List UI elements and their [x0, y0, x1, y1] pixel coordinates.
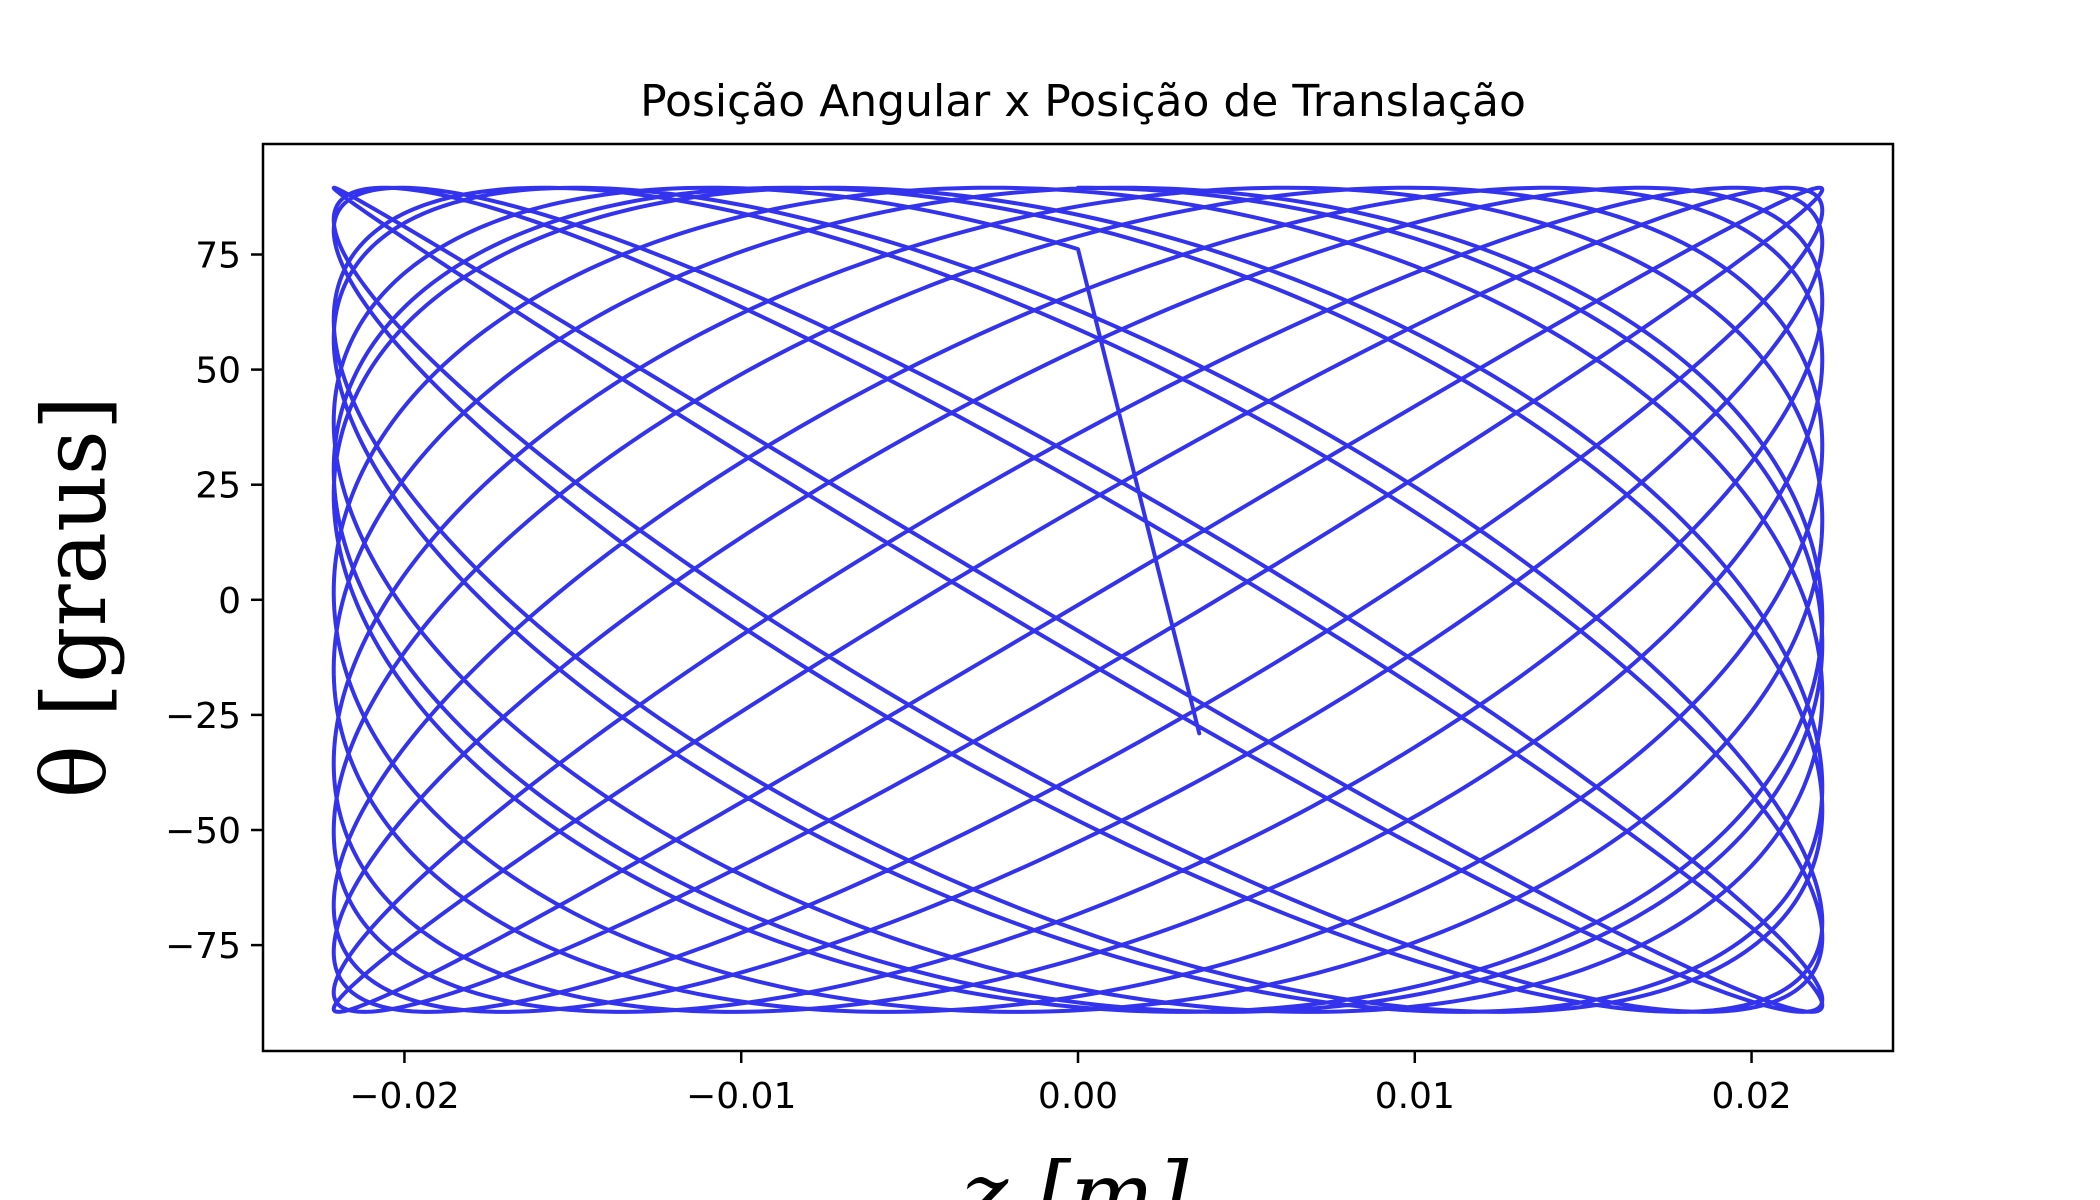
- x-tick-label: 0.02: [1711, 1076, 1791, 1117]
- y-axis-label: θ [graus]: [23, 396, 126, 798]
- x-tick-label: 0.01: [1375, 1076, 1455, 1117]
- y-tick-label: −50: [165, 811, 241, 852]
- y-tick-label: 75: [195, 235, 241, 276]
- y-tick-label: −25: [165, 696, 241, 737]
- series-line: [331, 185, 1825, 1014]
- chart-title: Posição Angular x Posição de Translação: [640, 76, 1526, 127]
- x-tick-label: −0.01: [686, 1076, 796, 1117]
- x-axis-ticks: −0.02 −0.01 0.00 0.01 0.02: [349, 1051, 1792, 1117]
- plot-area: [261, 142, 1895, 1053]
- y-axis-ticks: −75 −50 −25 0 25 50 75: [165, 235, 263, 967]
- y-tick-label: 50: [195, 351, 241, 392]
- y-tick-label: 0: [218, 581, 241, 622]
- x-axis-label: z [m]: [961, 1143, 1189, 1200]
- y-tick-label: 25: [195, 466, 241, 507]
- x-tick-label: −0.02: [349, 1076, 459, 1117]
- y-tick-label: −75: [165, 926, 241, 967]
- x-tick-label: 0.00: [1038, 1076, 1118, 1117]
